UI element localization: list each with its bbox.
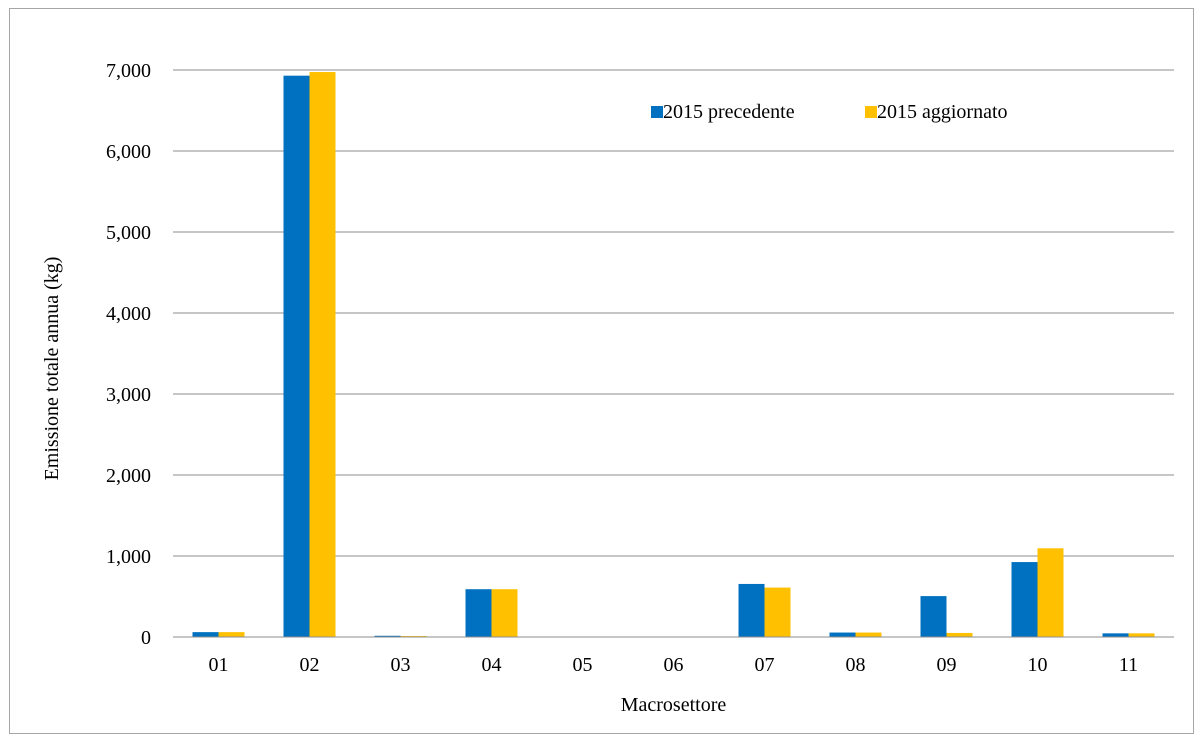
y-axis-label: Emissione totale annua (kg) (41, 257, 63, 481)
gridlines (173, 69, 1174, 557)
y-tick-label: 4,000 (106, 303, 151, 325)
x-tick-label: 05 (573, 654, 593, 676)
bar-02-series-1 (283, 75, 310, 638)
bar-04-series-1 (465, 589, 492, 637)
bar-02-series-2 (309, 72, 336, 637)
x-tick-label: 10 (1028, 654, 1048, 676)
bar-01-series-1 (192, 632, 219, 637)
bar-11-series-2 (1128, 633, 1155, 637)
legend-label-2: 2015 aggiornato (877, 101, 1008, 123)
bar-08-series-1 (829, 632, 856, 637)
bar-04-series-2 (491, 589, 518, 637)
x-tick-label: 06 (664, 654, 684, 676)
x-tick-label: 01 (209, 654, 229, 676)
bar-10-series-1 (1011, 562, 1038, 637)
legend: 2015 precedente 2015 aggiornato (651, 101, 1008, 123)
x-tick-label: 09 (937, 654, 957, 676)
bar-03-series-1 (374, 635, 401, 637)
y-tick-label: 6,000 (106, 141, 151, 163)
x-tick-label: 07 (755, 654, 775, 676)
y-tick-label: 7,000 (106, 60, 151, 82)
legend-swatch-1 (651, 106, 663, 118)
y-tick-label: 2,000 (106, 465, 151, 487)
y-tick-labels: 0 1,000 2,000 3,000 4,000 5,000 6,000 7,000 (106, 60, 151, 649)
legend-label-1: 2015 precedente (663, 101, 795, 123)
x-tick-labels: 01 02 03 04 05 06 07 08 09 10 11 (209, 654, 1139, 676)
bar-09-series-2 (946, 632, 973, 637)
bar-08-series-2 (855, 632, 882, 637)
bar-10-series-2 (1037, 548, 1064, 637)
bar-11-series-1 (1102, 633, 1129, 637)
y-tick-label: 1,000 (106, 546, 151, 568)
x-tick-label: 03 (391, 654, 411, 676)
chart-frame (9, 8, 1194, 734)
bar-07-series-2 (764, 587, 791, 637)
x-tick-label: 08 (846, 654, 866, 676)
x-axis-label: Macrosettore (621, 694, 727, 716)
x-tick-label: 04 (482, 654, 502, 676)
x-tick-label: 11 (1119, 654, 1138, 676)
x-tick-label: 02 (300, 654, 320, 676)
bar-07-series-1 (738, 583, 765, 637)
bar-09-series-1 (920, 596, 947, 637)
y-tick-label: 3,000 (106, 384, 151, 406)
y-tick-label: 0 (141, 627, 151, 649)
bar-01-series-2 (218, 632, 245, 637)
y-tick-label: 5,000 (106, 222, 151, 244)
legend-swatch-2 (865, 106, 877, 118)
bars (192, 72, 1155, 638)
